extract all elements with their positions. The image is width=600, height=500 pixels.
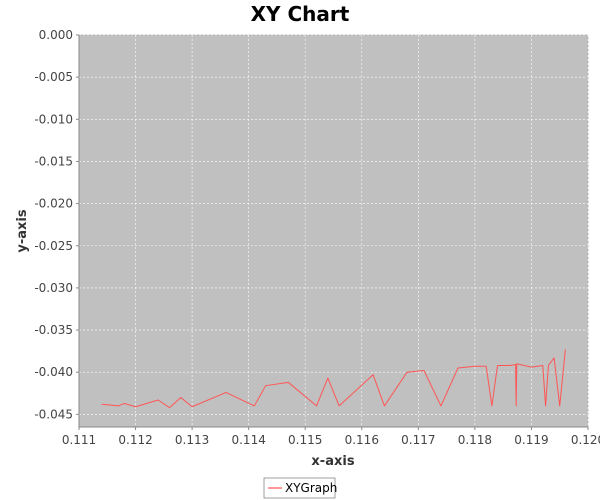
- y-tick-label: -0.005: [34, 70, 73, 84]
- series-lines: [101, 349, 566, 409]
- x-tick-label: 0.115: [288, 433, 322, 447]
- x-tick-label: 0.114: [231, 433, 265, 447]
- y-tick-label: -0.010: [34, 112, 73, 126]
- y-tick-label: -0.040: [34, 365, 73, 379]
- y-tick-label: -0.020: [34, 197, 73, 211]
- legend-label: XYGraph: [285, 481, 337, 495]
- y-tick-label: -0.045: [34, 407, 73, 421]
- x-tick-label: 0.117: [401, 433, 435, 447]
- x-tick-label: 0.111: [62, 433, 96, 447]
- tick-labels: 0.000 -0.005 -0.010 -0.015 -0.020 -0.025 -0.03…: [34, 28, 600, 447]
- x-tick-label: 0.112: [118, 433, 152, 447]
- grid-lines: [78, 34, 589, 427]
- plot-area: [78, 34, 589, 428]
- series-line: [101, 349, 566, 409]
- y-tick-label: -0.025: [34, 239, 73, 253]
- x-tick-label: 0.113: [175, 433, 209, 447]
- y-tick-label: -0.015: [34, 154, 73, 168]
- y-tick-label: -0.035: [34, 323, 73, 337]
- axes: [76, 34, 589, 430]
- legend: XYGraph: [263, 477, 337, 499]
- x-tick-label: 0.119: [514, 433, 548, 447]
- y-tick-label: 0.000: [39, 28, 73, 42]
- x-tick-label: 0.118: [458, 433, 492, 447]
- legend-box: [263, 477, 336, 499]
- x-tick-label: 0.120: [571, 433, 600, 447]
- x-tick-label: 0.116: [345, 433, 379, 447]
- x-axis-label: x-axis: [311, 454, 354, 469]
- y-axis-label: y-axis: [15, 209, 30, 252]
- chart-title: XY Chart: [251, 2, 350, 26]
- y-tick-label: -0.030: [34, 281, 73, 295]
